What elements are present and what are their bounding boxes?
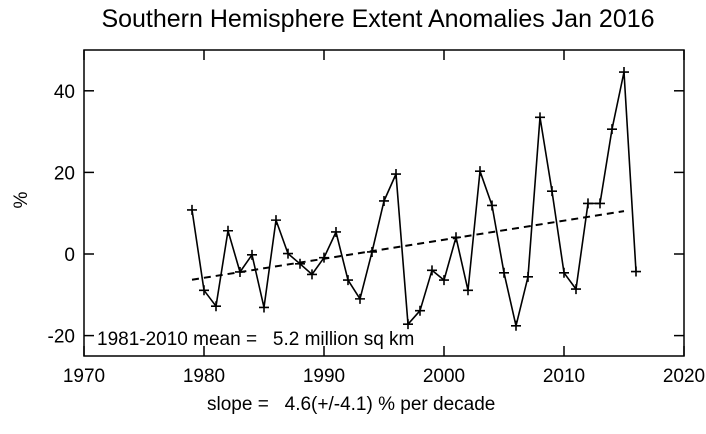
data-point-marker — [631, 266, 641, 277]
data-point-marker — [247, 249, 257, 260]
y-tick-label: 40 — [54, 82, 75, 103]
plot-frame — [83, 49, 685, 357]
y-axis: -20 0 20 40 — [48, 82, 684, 348]
data-point-marker — [211, 301, 221, 312]
y-tick-label: 20 — [54, 163, 75, 184]
trend-line — [191, 210, 625, 281]
x-tick-label: 2010 — [543, 366, 585, 387]
data-point-marker — [619, 67, 629, 78]
y-axis-title: % — [11, 191, 32, 208]
data-point-marker — [295, 258, 305, 269]
anomaly-series-line — [191, 71, 637, 327]
data-point-marker — [319, 252, 329, 263]
data-point-marker — [259, 302, 269, 313]
x-axis: 1970 1980 1990 2000 2010 2020 — [63, 50, 705, 387]
data-point-marker — [451, 232, 461, 243]
data-point-marker — [547, 186, 557, 197]
data-point-marker — [355, 293, 365, 304]
marker-layer — [187, 67, 641, 331]
data-point-marker — [415, 305, 425, 316]
data-point-marker — [223, 225, 233, 236]
data-point-marker — [283, 248, 293, 259]
data-point-marker — [307, 269, 317, 280]
data-point-marker — [403, 319, 413, 330]
data-point-marker — [331, 226, 341, 237]
chart-title: Southern Hemisphere Extent Anomalies Jan… — [101, 5, 654, 33]
data-point-marker — [535, 112, 545, 123]
data-point-marker — [379, 195, 389, 206]
data-point-marker — [199, 285, 209, 296]
data-point-marker — [367, 246, 377, 257]
data-point-marker — [499, 267, 509, 278]
data-point-marker — [583, 198, 593, 209]
data-point-marker — [343, 275, 353, 286]
y-tick-label: 0 — [64, 245, 75, 266]
data-point-marker — [511, 320, 521, 331]
data-point-marker — [463, 285, 473, 296]
data-point-marker — [235, 266, 245, 277]
data-point-marker — [487, 200, 497, 211]
data-point-marker — [559, 267, 569, 278]
data-point-marker — [523, 271, 533, 282]
data-point-marker — [571, 284, 581, 295]
data-point-marker — [607, 124, 617, 135]
data-point-marker — [271, 215, 281, 226]
x-tick-label: 2020 — [663, 366, 705, 387]
data-point-marker — [595, 198, 605, 209]
series-layer — [191, 71, 637, 327]
data-point-marker — [475, 166, 485, 177]
mean-annotation: 1981-2010 mean = 5.2 million sq km — [97, 329, 414, 350]
x-tick-label: 2000 — [423, 366, 465, 387]
x-tick-label: 1980 — [183, 366, 225, 387]
slope-annotation: slope = 4.6(+/-4.1) % per decade — [207, 394, 495, 415]
x-tick-label: 1990 — [303, 366, 345, 387]
y-tick-label: -20 — [48, 327, 75, 348]
data-point-marker — [427, 265, 437, 276]
data-point-marker — [391, 169, 401, 180]
x-tick-label: 1970 — [63, 366, 105, 387]
data-point-marker — [187, 204, 197, 215]
data-point-marker — [439, 275, 449, 286]
trend-layer — [191, 210, 625, 281]
